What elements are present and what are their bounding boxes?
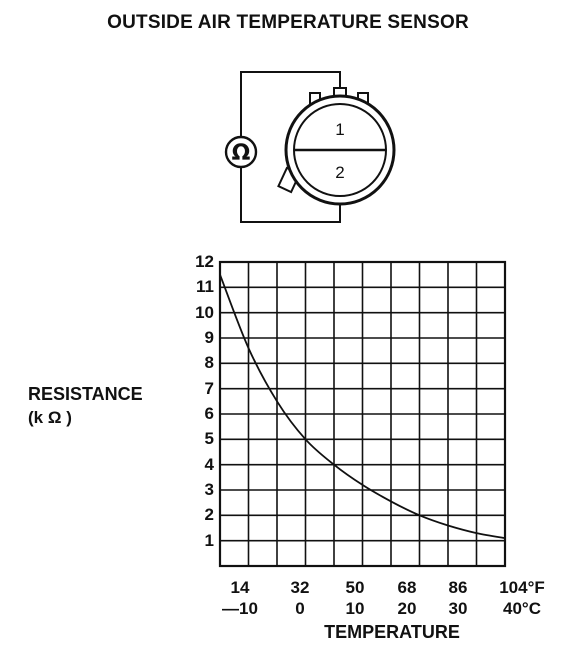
- pin-1-label: 1: [335, 120, 344, 139]
- meter-lead-bottom: [240, 168, 341, 223]
- y-tick-label: 8: [204, 353, 214, 373]
- ohm-symbol: Ω: [232, 141, 251, 166]
- x-tick-label-celsius: 10: [345, 599, 365, 618]
- x-tick-label-celsius: 20: [397, 599, 417, 618]
- y-tick-label: 6: [204, 404, 214, 423]
- meter-lead-top: [240, 71, 341, 140]
- x-tick-label-celsius: 40°C: [503, 599, 541, 618]
- y-axis-unit: (k Ω ): [28, 408, 72, 427]
- page-title: OUTSIDE AIR TEMPERATURE SENSOR: [107, 12, 469, 33]
- pin-2-label: 2: [335, 163, 344, 182]
- y-tick-label: 4: [204, 454, 214, 474]
- y-tick-label: 9: [204, 328, 214, 347]
- y-tick-label: 12: [195, 252, 214, 271]
- y-tick-label: 5: [204, 429, 214, 449]
- x-tick-label-celsius: 30: [448, 599, 468, 618]
- y-tick-label: 3: [204, 480, 214, 499]
- x-tick-label-fahrenheit: 68: [397, 578, 417, 597]
- connector-diagram: Ω 1 2: [224, 71, 396, 223]
- resistance-chart: [218, 260, 507, 568]
- x-tick-label-fahrenheit: 50: [345, 578, 365, 597]
- x-tick-label-fahrenheit: 86: [448, 578, 468, 597]
- x-axis-label: TEMPERATURE: [324, 622, 460, 642]
- x-tick-label-celsius: 0: [295, 599, 305, 618]
- y-tick-label: 10: [195, 302, 214, 322]
- x-tick-label-celsius: —10: [222, 599, 258, 618]
- x-tick-label-fahrenheit: 32: [290, 578, 310, 597]
- resistance-curve: [219, 274, 506, 539]
- x-tick-label-fahrenheit: 14: [230, 578, 250, 597]
- y-axis-label: RESISTANCE: [28, 384, 143, 404]
- y-tick-label: 7: [204, 378, 214, 398]
- ohmmeter-icon: Ω: [224, 135, 258, 169]
- y-tick-label: 2: [204, 505, 214, 525]
- x-tick-label-fahrenheit: 104°F: [499, 578, 545, 597]
- y-tick-label: 1: [204, 530, 214, 550]
- y-tick-label: 11: [196, 277, 214, 297]
